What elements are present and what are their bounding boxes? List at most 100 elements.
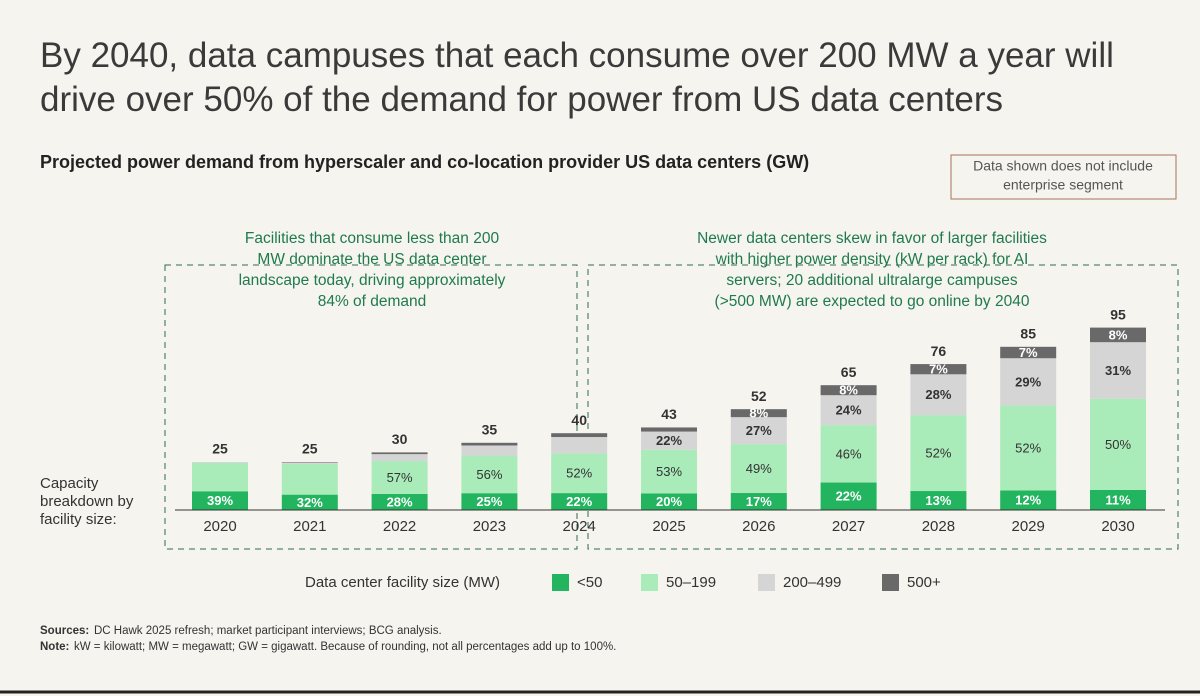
- bar-segment: [192, 462, 248, 492]
- annotation: MW dominate the US data center: [257, 251, 486, 268]
- total-label: 85: [1020, 326, 1036, 342]
- value-label: 20%: [656, 494, 682, 509]
- bar-segment: [461, 442, 518, 446]
- bar-segment: [461, 445, 518, 456]
- row-label: facility size:: [40, 511, 117, 528]
- bar-segment: [371, 493, 428, 510]
- note-box: [950, 154, 1177, 200]
- value-label: 50%: [1105, 437, 1131, 452]
- total-label: 30: [392, 431, 408, 447]
- bar-segment: [192, 491, 248, 510]
- x-tick-label: 2028: [922, 518, 955, 535]
- value-label: 39%: [207, 493, 233, 508]
- bar-segment: [820, 425, 877, 483]
- x-tick-label: 2030: [1101, 518, 1134, 535]
- dashed-box: [164, 264, 578, 550]
- note-box-text: Data shown does not include: [973, 158, 1153, 174]
- subtitle: Projected power demand from hyperscaler …: [40, 152, 809, 172]
- bar-segment: [461, 455, 518, 494]
- x-tick-label: 2021: [293, 518, 326, 535]
- annotation: Newer data centers skew in favor of larg…: [697, 230, 1047, 247]
- value-label: 28%: [925, 387, 951, 402]
- row-label: breakdown by: [40, 493, 134, 510]
- annotation: with higher power density (kW per rack) …: [715, 251, 1029, 268]
- bar-segment: [281, 462, 338, 464]
- dashed-box: [587, 264, 1179, 550]
- annotation: Facilities that consume less than 200: [245, 230, 500, 247]
- annotation: (>500 MW) are expected to go online by 2…: [715, 293, 1030, 310]
- bar-segment: [910, 491, 967, 510]
- bar-segment: [1090, 489, 1146, 510]
- value-label: 27%: [746, 423, 772, 438]
- bar-segment: [910, 364, 967, 375]
- bar-segment: [730, 493, 787, 510]
- legend-label: 50–199: [666, 574, 716, 591]
- value-label: 28%: [387, 494, 413, 509]
- x-tick-label: 2022: [383, 518, 416, 535]
- bar-segment: [730, 409, 787, 418]
- x-tick-label: 2026: [742, 518, 775, 535]
- value-label: 46%: [836, 446, 862, 461]
- legend-swatch: [641, 574, 658, 591]
- legend-swatch: [882, 574, 899, 591]
- bar-segment: [461, 493, 518, 510]
- value-label: 12%: [1015, 493, 1041, 508]
- value-label: 17%: [746, 494, 772, 509]
- total-label: 25: [212, 441, 228, 457]
- bar-segment: [1090, 398, 1146, 490]
- value-label: 49%: [746, 461, 772, 476]
- value-label: 52%: [566, 466, 592, 481]
- bar-segment: [551, 453, 608, 494]
- bar-segment: [1090, 327, 1146, 343]
- total-label: 25: [302, 441, 318, 457]
- bar-segment: [1000, 490, 1057, 510]
- bar-segment: [641, 493, 697, 510]
- bar-segment: [551, 437, 608, 454]
- value-label: 56%: [476, 467, 502, 482]
- bar-segment: [730, 444, 787, 494]
- bar-segment: [1090, 342, 1146, 399]
- bar-segment: [1000, 346, 1057, 359]
- bar-segment: [820, 482, 877, 510]
- value-label: 8%: [749, 406, 768, 421]
- value-label: 22%: [566, 494, 592, 509]
- note-text: kW = kilowatt; MW = megawatt; GW = gigaw…: [74, 641, 616, 653]
- bar-segment: [820, 385, 877, 396]
- note-label: Note:: [40, 641, 69, 653]
- legend-label: 500+: [907, 574, 941, 591]
- annotation: servers; 20 additional ultralarge campus…: [726, 272, 1017, 289]
- bar-segment: [371, 454, 428, 462]
- value-label: 22%: [656, 433, 682, 448]
- sources-label: Sources:: [40, 625, 89, 637]
- bar-segment: [730, 417, 787, 445]
- bar-segment: [820, 395, 877, 426]
- legend-label: <50: [577, 574, 602, 591]
- x-tick-label: 2023: [473, 518, 506, 535]
- value-label: 53%: [656, 464, 682, 479]
- value-label: 11%: [1105, 492, 1131, 507]
- value-label: 24%: [836, 403, 862, 418]
- row-label: Capacity: [40, 475, 99, 492]
- bar-segment: [371, 461, 428, 494]
- value-label: 13%: [925, 493, 951, 508]
- bar-segment: [371, 452, 428, 455]
- value-label: 52%: [1015, 440, 1041, 455]
- sources-text: DC Hawk 2025 refresh; market participant…: [94, 625, 442, 637]
- x-tick-label: 2027: [832, 518, 865, 535]
- value-label: 57%: [387, 470, 413, 485]
- bar-segment: [551, 433, 608, 438]
- bar-segment: [281, 494, 338, 510]
- annotation: landscape today, driving approximately: [239, 272, 506, 289]
- x-tick-label: 2020: [203, 518, 236, 535]
- value-label: 31%: [1105, 363, 1131, 378]
- bar-segment: [910, 374, 967, 416]
- total-label: 35: [482, 422, 498, 438]
- legend-label: 200–499: [783, 574, 841, 591]
- bar-segment: [1000, 358, 1057, 406]
- value-label: 8%: [839, 383, 858, 398]
- total-label: 76: [931, 343, 947, 359]
- total-label: 52: [751, 388, 767, 404]
- total-label: 95: [1110, 306, 1126, 322]
